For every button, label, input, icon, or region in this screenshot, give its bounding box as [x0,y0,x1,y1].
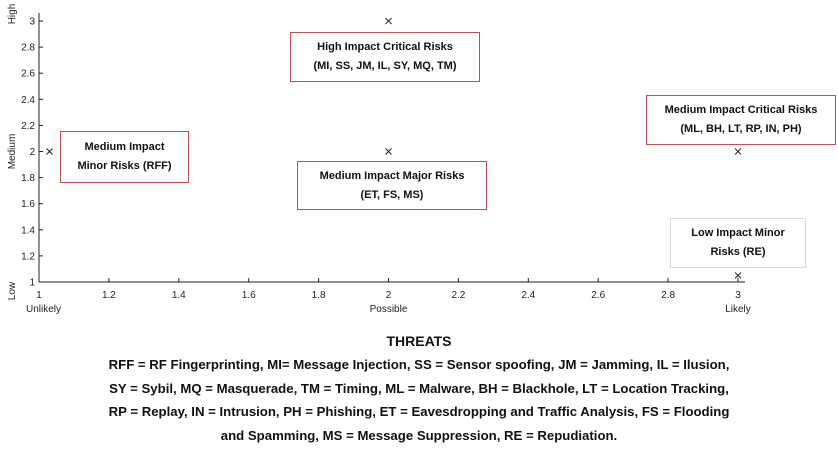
x-tick-label: 2.8 [661,290,675,301]
x-marker-stroke [734,148,742,155]
threats-line: SY = Sybil, MQ = Masquerade, TM = Timing… [109,380,729,396]
annotation-line: (MI, SS, JM, IL, SY, MQ, TM) [313,60,457,72]
y-tick-label: 1 [29,278,35,289]
x-marker [734,148,742,155]
x-marker [385,17,392,25]
y-tick-label: 2.4 [21,95,35,106]
annotation-line: (ML, BH, LT, RP, IN, PH) [680,123,802,135]
annotation-medium-impact-minor-risks: Medium Impact Minor Risks (RFF) [60,131,189,183]
threats-line: and Spamming, MS = Message Suppression, … [220,427,618,443]
annotation-medium-impact-critical-risks: Medium Impact Critical Risks (ML, BH, LT… [646,95,836,145]
x-tick-label: 2.2 [451,290,465,301]
x-category-label: Likely [725,304,751,315]
annotation-line: Medium Impact [84,141,165,153]
data-markers [46,17,742,279]
y-tick-label: 1.6 [21,199,35,210]
x-category-labels: Unlikely Possible Likely [26,304,751,315]
annotation-line: Medium Impact Major Risks [319,169,465,182]
x-tick-label: 1.6 [242,290,256,301]
annotation-line: Risks (RE) [710,246,766,258]
annotation-line: Medium Impact Critical Risks [664,104,818,116]
x-tick-label: 1.8 [312,290,326,301]
y-tick-label: 1.8 [21,173,35,184]
x-category-label: Possible [370,304,408,315]
y-tick-label: 2.6 [21,69,35,80]
annotation-line: Low Impact Minor [691,227,785,239]
y-tick-label: 1.4 [21,225,35,236]
x-tick-label: 3 [735,290,741,301]
x-category-label: Unlikely [26,304,61,315]
x-marker-stroke [46,148,53,155]
x-marker [385,148,392,155]
x-tick-group: 1 1.2 1.4 1.6 1.8 2 2.2 2.4 2.6 2.8 3 [36,278,741,301]
risk-matrix-chart: 1 1.2 1.4 1.6 1.8 2 2.2 2.4 2.6 2.8 3 1 1.2 1.4 1.6 1.… [7,4,751,315]
threats-line: RFF = RF Fingerprinting, MI= Message Inj… [108,357,730,372]
x-tick-label: 2.4 [521,290,535,301]
annotation-line: (ET, FS, MS) [360,188,424,201]
y-tick-label: 2.8 [21,43,35,54]
y-tick-label: 2.2 [21,121,35,132]
annotation-line: Minor Risks (RFF) [77,160,172,172]
x-tick-label: 2.6 [591,290,605,301]
y-tick-label: 1.2 [21,251,35,262]
y-category-label: High [7,4,18,25]
annotation-low-impact-minor-risks: Low Impact Minor Risks (RE) [670,218,806,268]
threats-title: THREATS [386,333,452,349]
y-tick-group: 1 1.2 1.4 1.6 1.8 2 2.2 2.4 2.6 2.8 3 [21,17,43,289]
annotation-high-impact-critical-risks: High Impact Critical Risks (MI, SS, JM, … [290,32,480,82]
x-tick-label: 1 [36,290,42,301]
threats-line: RP = Replay, IN = Intrusion, PH = Phishi… [108,404,730,419]
y-category-label: Medium [7,134,18,170]
threats-legend: THREATS RFF = RF Fingerprinting, MI= Mes… [0,330,838,447]
x-tick-label: 1.2 [102,290,116,301]
y-category-label: Low [7,281,18,300]
x-marker-stroke [385,17,392,25]
annotation-medium-impact-major-risks: Medium Impact Major Risks (ET, FS, MS) [297,161,487,210]
x-marker [734,272,742,279]
annotation-line: High Impact Critical Risks [317,41,453,53]
x-marker [46,148,53,155]
x-tick-label: 2 [386,290,392,301]
x-marker-stroke [385,148,392,155]
y-category-labels: Low Medium High [7,4,18,300]
y-tick-label: 2 [29,147,35,158]
y-tick-label: 3 [29,17,35,28]
x-tick-label: 1.4 [172,290,186,301]
x-marker-stroke [734,272,742,279]
